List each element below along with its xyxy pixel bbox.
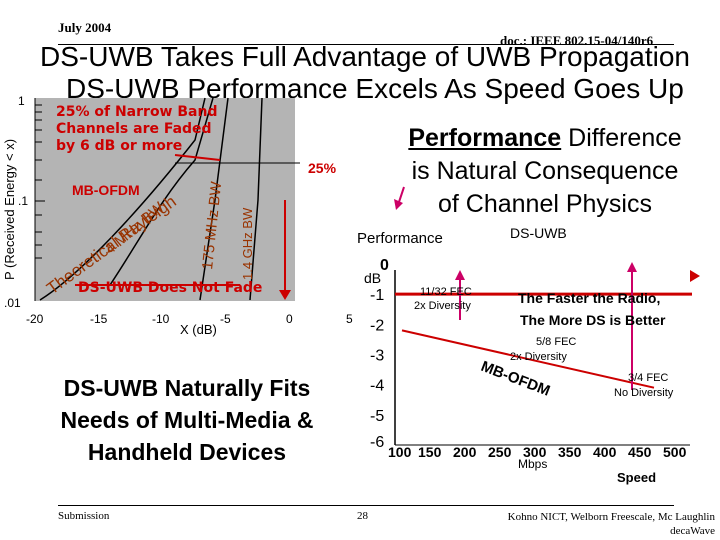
footer-authors-line1: Kohno NICT, Welborn Freescale, Mc Laughl… <box>507 511 715 523</box>
fec1132-line2: 2x Diversity <box>414 300 471 312</box>
fits-line2: Needs of Multi-Media & <box>60 407 314 433</box>
right-xtick: 100 <box>388 444 412 460</box>
right-ytick: -4 <box>370 378 384 395</box>
perf-line3: of Channel Physics <box>437 190 652 218</box>
left-ylabel: P (Received Energy < x) <box>2 139 17 280</box>
fec58-line1: 5/8 FEC <box>536 336 576 348</box>
left-xtick-m15: -15 <box>90 312 108 326</box>
left-xtick-m10: -10 <box>152 312 170 326</box>
faster-line2: The More DS is Better <box>520 312 666 328</box>
gap-arrow-1-head <box>455 270 465 280</box>
footer-page-number: 28 <box>357 510 368 522</box>
footer-submission: Submission <box>58 510 110 522</box>
perf-line1: Performance Difference <box>390 122 700 155</box>
left-minor-ticks <box>35 104 45 259</box>
footer-rule <box>58 505 674 506</box>
narrow-band-line3: by 6 dB or more <box>56 138 183 154</box>
fec34-line1: 3/4 FEC <box>628 372 668 384</box>
footer-authors: Kohno NICT, Welborn Freescale, Mc Laughl… <box>420 510 715 538</box>
pct25-label: 25% <box>308 160 337 176</box>
fec1132-line1: 11/32 FEC <box>420 286 472 298</box>
faster-line1: The Faster the Radio, <box>518 290 660 306</box>
fec58-line2: 2x Diversity <box>510 351 567 363</box>
right-ytick: -1 <box>370 287 384 304</box>
left-xtick-m5: -5 <box>220 312 231 326</box>
left-xtick-m20: -20 <box>26 312 44 326</box>
ds-uwb-no-fade-annotation: DS-UWB Does Not Fade <box>78 280 263 296</box>
mbofdm-line <box>401 329 655 389</box>
left-ytick-0.1: .1 <box>18 194 28 208</box>
fits-line1: DS-UWB Naturally Fits <box>63 375 311 401</box>
header-rule <box>58 44 674 45</box>
perf-pointer-arrowhead <box>394 199 403 210</box>
ds-uwb-label: DS-UWB <box>510 225 567 241</box>
footer-authors-line2: decaWave <box>670 525 715 537</box>
fec34-line2: No Diversity <box>614 387 674 399</box>
bw14-curve <box>249 97 263 301</box>
perf-bold-word: Performance <box>408 124 562 152</box>
speed-label: Speed <box>617 470 656 485</box>
ds-uwb-fits-text: DS-UWB Naturally Fits Needs of Multi-Med… <box>22 372 352 468</box>
right-xtick: 300 <box>523 444 547 460</box>
theoretical-rayleigh-curve <box>39 97 206 301</box>
slide-title-line1: DS-UWB Takes Full Advantage of UWB Propa… <box>40 41 691 72</box>
right-ytick: -2 <box>370 317 384 334</box>
left-ytick-0.01: .01 <box>4 296 21 310</box>
narrow-band-annotation: 25% of Narrow Band Channels are Faded by… <box>56 104 217 155</box>
mbofdm-left-label: MB-OFDM <box>72 182 140 198</box>
right-xtick: 400 <box>593 444 617 460</box>
right-xtick: 500 <box>663 444 687 460</box>
fits-line3: Handheld Devices <box>87 439 287 465</box>
perf-rest: Difference <box>561 124 682 152</box>
bw4-curve <box>109 97 214 286</box>
bw175-curve <box>199 97 229 301</box>
right-ytick: -6 <box>370 434 384 451</box>
narrow-band-line1: 25% of Narrow Band <box>56 104 218 120</box>
left-ytick-1: 1 <box>18 94 25 108</box>
right-ytick: -3 <box>370 348 384 365</box>
right-ytick: 0 <box>380 257 389 274</box>
perf-difference-text: Performance Difference is Natural Conseq… <box>390 122 700 221</box>
perf-line2: is Natural Consequence <box>411 157 679 185</box>
right-chart-title: Performance <box>357 230 443 247</box>
right-xtick: 250 <box>488 444 512 460</box>
narrow-band-arrow <box>174 154 221 161</box>
right-ytick: -5 <box>370 408 384 425</box>
mbofdm-right-label: MB-OFDM <box>479 358 553 400</box>
right-xtick: 200 <box>453 444 477 460</box>
ds-no-fade-arrowhead <box>279 290 291 300</box>
narrow-band-line2: Channels are Faded <box>56 121 212 137</box>
left-xlabel: X (dB) <box>180 322 217 337</box>
right-xtick: 450 <box>628 444 652 460</box>
right-xtick: 350 <box>558 444 582 460</box>
right-unit: dB <box>364 270 381 286</box>
left-xtick-0: 0 <box>286 312 293 326</box>
ds-uwb-line-arrowhead <box>690 270 700 282</box>
bw14-label: 1.4 GHz BW <box>240 207 255 280</box>
x-unit-label: Mbps <box>518 457 547 471</box>
gap-arrow-2-head <box>627 262 637 272</box>
right-xtick: 150 <box>418 444 442 460</box>
header-date: July 2004 <box>58 20 112 35</box>
left-xtick-5: 5 <box>346 312 353 326</box>
